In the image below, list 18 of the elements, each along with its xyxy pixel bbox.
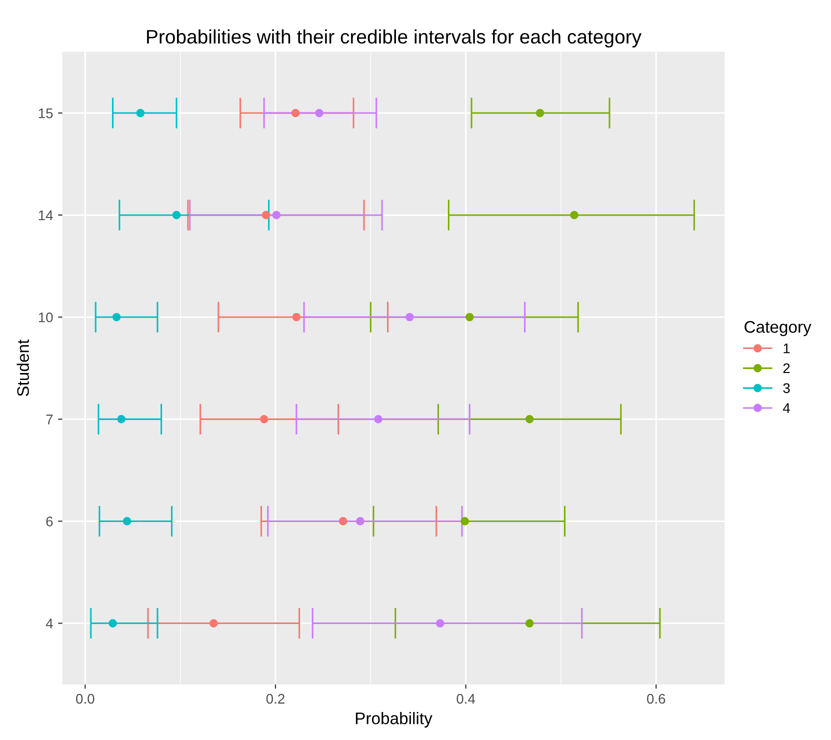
x-axis-title: Probability — [356, 712, 432, 728]
legend-label: 1 — [784, 344, 790, 354]
y-tick-label: 15 — [38, 108, 53, 118]
y-tick-label: 4 — [46, 618, 53, 628]
legend-label: 4 — [782, 403, 790, 413]
x-tick-label: 0.0 — [76, 694, 94, 704]
legend-label: 2 — [783, 363, 790, 374]
y-tick-label: 7 — [46, 414, 53, 424]
y-tick-label: 6 — [46, 516, 53, 526]
legend-label: 3 — [783, 383, 790, 394]
chart-title: Probabilities with their credible intervals for each category — [147, 29, 642, 48]
y-tick-label: 14 — [38, 210, 53, 220]
legend-title: Category — [744, 321, 812, 336]
y-axis-title: Student — [16, 340, 29, 396]
x-tick-label: 0.2 — [266, 694, 284, 704]
x-tick-label: 0.4 — [456, 694, 476, 704]
y-tick-label: 10 — [38, 312, 53, 322]
x-tick-label: 0.6 — [647, 694, 666, 704]
